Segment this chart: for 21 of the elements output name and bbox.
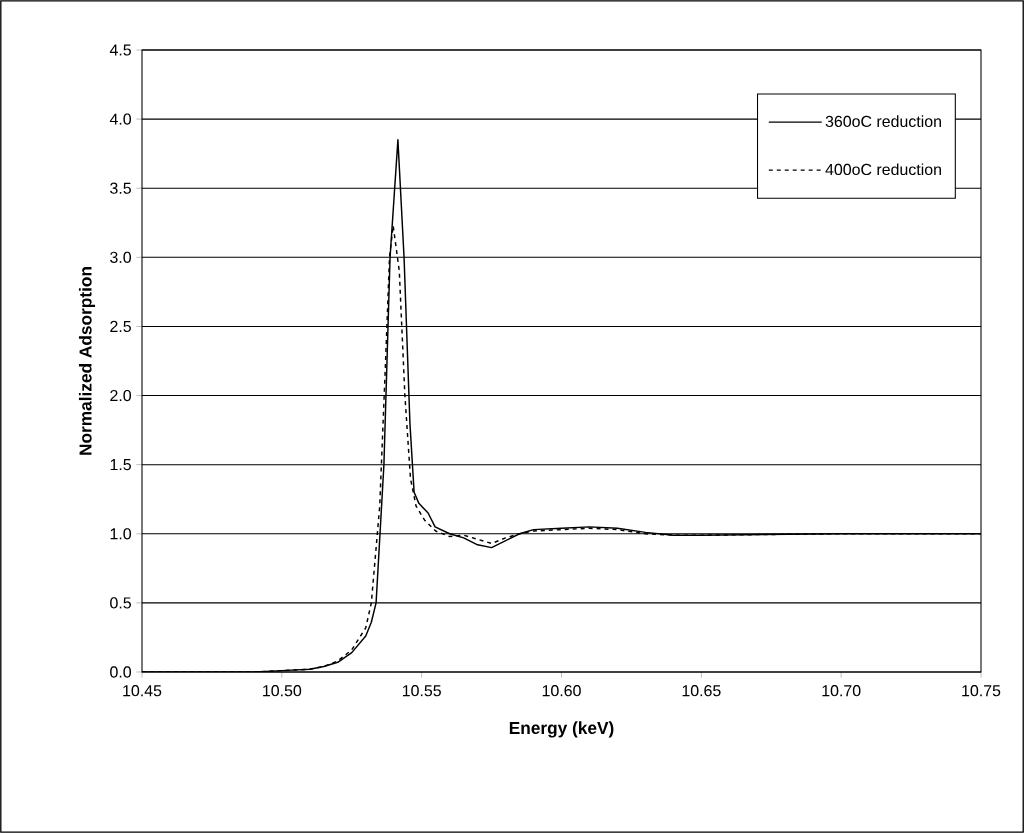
y-tick-label: 4.0 [109, 113, 132, 125]
x-axis-title: Energy (keV) [509, 721, 614, 738]
y-tick-label: 3.0 [110, 251, 132, 263]
y-tick-label: 2.5 [110, 320, 131, 333]
y-tick-label: 1.5 [110, 459, 131, 471]
y-tick-label: 2.0 [110, 389, 132, 402]
x-tick-label: 10.70 [822, 685, 861, 697]
x-tick-label: 10.55 [402, 685, 441, 697]
y-axis-title: Normalized Adsorption [78, 267, 96, 455]
y-tick-label: 4.5 [109, 44, 131, 56]
y-tick-label: 0.5 [110, 597, 131, 609]
y-tick-label: 1.0 [110, 528, 132, 540]
x-tick-label: 10.60 [542, 685, 581, 697]
y-tick-label: 0.0 [110, 666, 132, 678]
legend-label: 400oC reduction [825, 163, 941, 176]
x-tick-label: 10.65 [682, 685, 721, 697]
x-tick-label: 10.75 [962, 685, 1001, 697]
legend-label: 360oC reduction [825, 115, 941, 128]
x-tick-label: 10.45 [123, 685, 162, 697]
y-tick-label: 3.5 [110, 182, 131, 194]
x-tick-label: 10.50 [263, 685, 302, 697]
